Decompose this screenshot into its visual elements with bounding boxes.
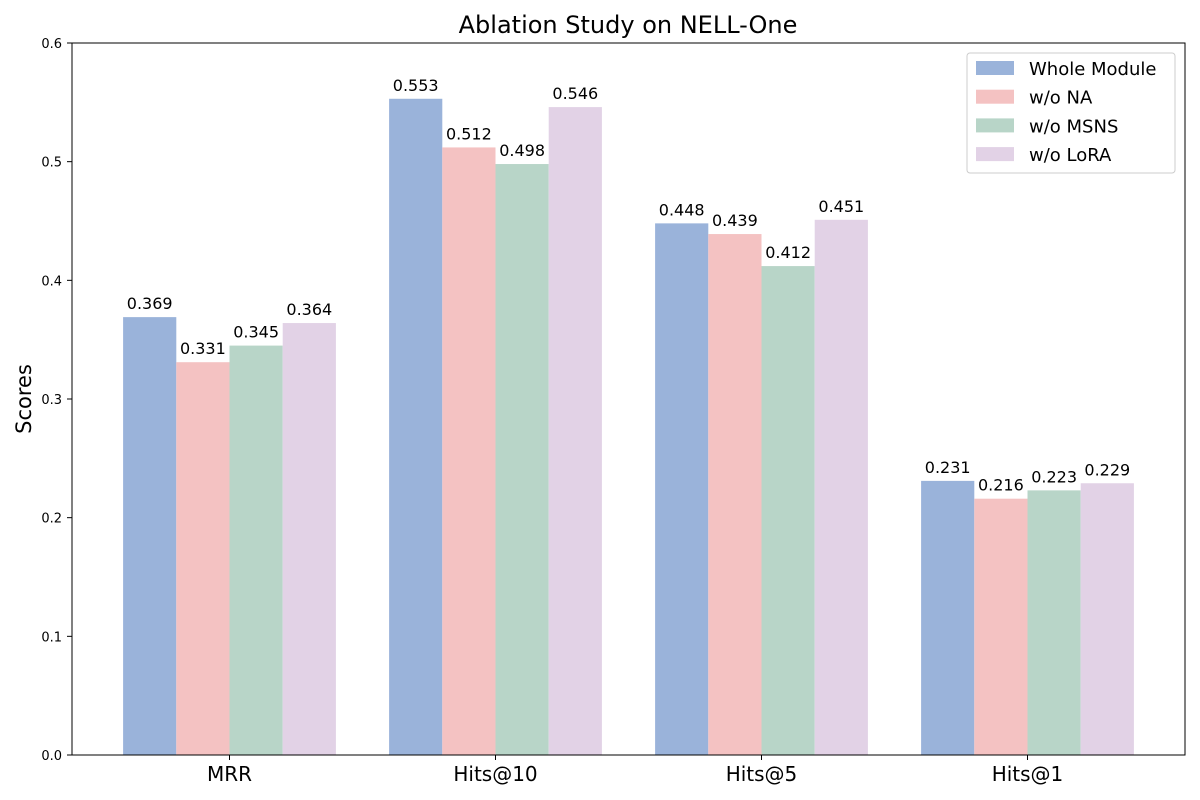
y-tick-label-3: 0.2 — [41, 512, 62, 527]
bar-1-4 — [921, 480, 975, 755]
legend-label-2: w/o NA — [1029, 88, 1093, 109]
bar-3-2 — [495, 164, 549, 756]
data-label-1-3: 0.448 — [659, 200, 705, 219]
legend-swatch-1 — [976, 61, 1014, 75]
y-tick-label-5: 0.4 — [41, 274, 62, 289]
legend: Whole Module w/o NA w/o MSNS w/o LoRA — [966, 52, 1176, 174]
legend-swatch-3 — [976, 118, 1014, 133]
bar-3-3 — [761, 266, 815, 755]
legend-box — [966, 52, 1176, 174]
data-label-2-2: 0.512 — [446, 124, 492, 143]
data-labels-layer: 0.369 0.553 0.448 0.231 0.331 0.512 0.439 0.216… — [127, 76, 1130, 495]
data-label-1-4: 0.231 — [925, 458, 971, 477]
y-tick-label-6: 0.5 — [41, 156, 62, 171]
data-label-4-3: 0.451 — [818, 197, 864, 216]
data-label-4-1: 0.364 — [286, 300, 332, 319]
data-label-2-4: 0.216 — [978, 476, 1024, 495]
bar-1-2 — [389, 98, 443, 755]
data-label-2-3: 0.439 — [712, 211, 758, 230]
y-tick-label-2: 0.1 — [41, 630, 62, 645]
chart-title: Ablation Study on NELL-One — [459, 11, 798, 39]
legend-label-1: Whole Module — [1029, 59, 1156, 80]
legend-swatch-4 — [976, 147, 1014, 162]
legend-label-3: w/o MSNS — [1029, 116, 1118, 137]
legend-label-4: w/o LoRA — [1029, 145, 1112, 166]
bar-1-3 — [655, 223, 709, 755]
axes-layer: 0.0 0.1 0.2 0.3 0.4 0.5 0.6 MRR Hits@10 Hits@5 Hit… — [41, 37, 1186, 786]
bar-4-1 — [282, 323, 336, 755]
bar-2-1 — [176, 362, 230, 755]
bars-layer — [123, 98, 1134, 756]
bar-3-4 — [1027, 490, 1081, 755]
bar-2-2 — [442, 147, 496, 755]
bar-3-1 — [229, 345, 283, 755]
data-label-2-1: 0.331 — [180, 339, 226, 358]
x-tick-label-3: Hits@5 — [726, 762, 798, 786]
x-tick-label-4: Hits@1 — [992, 762, 1064, 786]
legend-swatch-2 — [976, 89, 1014, 104]
data-label-3-4: 0.223 — [1031, 467, 1077, 486]
bar-4-3 — [814, 219, 868, 755]
y-tick-label-7: 0.6 — [41, 37, 62, 52]
data-label-3-1: 0.345 — [233, 323, 279, 342]
data-label-4-2: 0.546 — [552, 84, 598, 103]
bar-4-2 — [548, 107, 602, 755]
data-label-1-2: 0.553 — [393, 76, 439, 95]
data-label-1-1: 0.369 — [127, 294, 173, 313]
y-axis-label: Scores — [12, 364, 36, 434]
y-tick-label-4: 0.3 — [41, 393, 62, 408]
bar-4-4 — [1080, 483, 1134, 755]
y-tick-label-1: 0.0 — [41, 749, 62, 764]
data-label-3-2: 0.498 — [499, 141, 545, 160]
data-label-4-4: 0.229 — [1084, 460, 1130, 479]
x-tick-label-2: Hits@10 — [453, 762, 537, 786]
bar-2-4 — [974, 498, 1028, 755]
x-tick-label-1: MRR — [207, 762, 252, 786]
bar-2-3 — [708, 234, 762, 756]
bar-1-1 — [123, 317, 177, 755]
data-label-3-3: 0.412 — [765, 243, 811, 262]
